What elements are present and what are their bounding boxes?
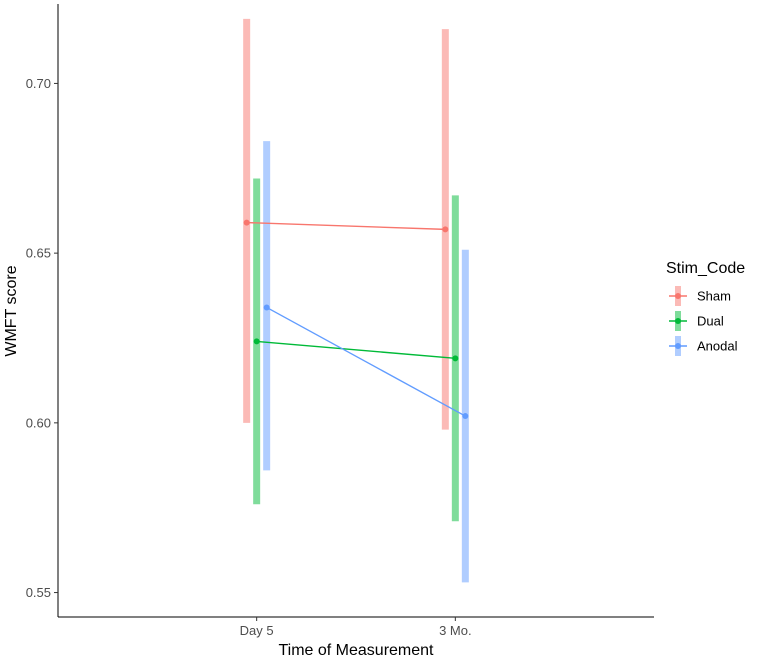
y-axis-title: WMFT score: [3, 265, 20, 356]
line-dual: [256, 340, 456, 360]
x-axis-title: Time of Measurement: [278, 642, 434, 659]
x-tick-label: Day 5: [240, 623, 274, 638]
point-sham: [442, 226, 449, 233]
legend-items: Sham Dual Anodal: [669, 286, 738, 356]
point-dual: [452, 355, 459, 362]
y-tick-label: 0.65: [26, 246, 51, 261]
line-sham: [246, 221, 446, 231]
point-anodal: [263, 304, 270, 311]
legend-label-sham: Sham: [697, 289, 731, 304]
point-sham: [243, 219, 250, 226]
line-anodal: [266, 306, 466, 417]
legend-key-point-dual: [675, 318, 681, 324]
legend-key-point-sham: [675, 293, 681, 299]
y-axis-ticks: 0.55 0.60 0.65 0.70: [26, 76, 58, 600]
series-lines: [246, 221, 466, 417]
series-points: [243, 219, 469, 420]
x-tick-label: 3 Mo.: [439, 623, 472, 638]
y-tick-label: 0.60: [26, 415, 51, 430]
error-bars: [243, 18, 469, 583]
point-anodal: [462, 413, 469, 420]
point-dual: [253, 338, 260, 345]
legend-key-point-anodal: [675, 343, 681, 349]
y-tick-label: 0.70: [26, 76, 51, 91]
legend-label-anodal: Anodal: [697, 339, 738, 354]
x-axis-ticks: Day 5 3 Mo.: [240, 617, 472, 638]
legend: Stim_Code Sham Dual Anodal: [666, 260, 745, 356]
plot-area: [243, 18, 469, 583]
legend-title: Stim_Code: [666, 260, 745, 277]
y-tick-label: 0.55: [26, 585, 51, 600]
legend-label-dual: Dual: [697, 314, 724, 329]
